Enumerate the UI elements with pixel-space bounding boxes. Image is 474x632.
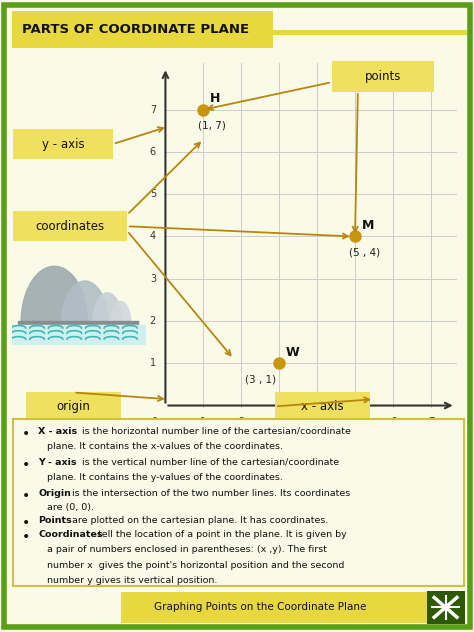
Text: 2: 2	[150, 316, 156, 326]
Text: W: W	[286, 346, 300, 358]
Text: number y gives its vertical position.: number y gives its vertical position.	[47, 576, 218, 585]
Text: X - axis: X - axis	[38, 427, 77, 435]
Text: tell the location of a point in the plane. It is given by: tell the location of a point in the plan…	[95, 530, 347, 539]
Text: is the vertical number line of the cartesian/coordinate: is the vertical number line of the carte…	[80, 458, 339, 466]
Text: points: points	[365, 70, 401, 83]
Text: M: M	[362, 219, 374, 232]
Text: 5: 5	[150, 189, 156, 199]
Text: 7: 7	[428, 417, 434, 427]
Text: •: •	[21, 489, 30, 502]
Text: origin: origin	[56, 400, 91, 413]
Text: 1: 1	[201, 417, 206, 427]
Text: 2: 2	[238, 417, 245, 427]
Text: (3 , 1): (3 , 1)	[245, 374, 276, 384]
Text: coordinates: coordinates	[36, 220, 105, 233]
Text: Origin: Origin	[38, 489, 71, 497]
Text: plane. It contains the x-values of the coordinates.: plane. It contains the x-values of the c…	[47, 442, 283, 451]
Polygon shape	[93, 293, 122, 322]
Text: 4: 4	[150, 231, 156, 241]
Text: 5: 5	[352, 417, 358, 427]
Text: Y - axis: Y - axis	[38, 458, 76, 466]
Text: 6: 6	[150, 147, 156, 157]
Text: 0: 0	[151, 417, 157, 427]
Polygon shape	[62, 281, 108, 322]
Text: •: •	[21, 458, 30, 471]
Text: 1: 1	[150, 358, 156, 368]
Text: x - axis: x - axis	[301, 400, 344, 413]
Text: Points: Points	[38, 516, 72, 525]
Text: (1, 7): (1, 7)	[198, 121, 226, 131]
Polygon shape	[111, 301, 131, 322]
Text: 7: 7	[150, 105, 156, 114]
Text: H: H	[210, 92, 220, 105]
Text: a pair of numbers enclosed in parentheses: (x ,y). The first: a pair of numbers enclosed in parenthese…	[47, 545, 327, 554]
Text: number x  gives the point's horizontal position and the second: number x gives the point's horizontal po…	[47, 561, 345, 569]
Text: Graphing Points on the Coordinate Plane: Graphing Points on the Coordinate Plane	[155, 602, 367, 612]
Text: 3: 3	[276, 417, 282, 427]
Polygon shape	[21, 266, 88, 322]
Text: y - axis: y - axis	[42, 138, 84, 150]
Text: (5 , 4): (5 , 4)	[349, 248, 381, 257]
Text: 4: 4	[314, 417, 320, 427]
Text: plane. It contains the y-values of the coordinates.: plane. It contains the y-values of the c…	[47, 473, 283, 482]
Text: is the intersection of the two number lines. Its coordinates: is the intersection of the two number li…	[69, 489, 350, 497]
Text: •: •	[21, 516, 30, 530]
Text: are plotted on the cartesian plane. It has coordinates.: are plotted on the cartesian plane. It h…	[69, 516, 328, 525]
Text: 3: 3	[150, 274, 156, 284]
Text: •: •	[21, 427, 30, 441]
Text: is the horizontal number line of the cartesian/coordinate: is the horizontal number line of the car…	[80, 427, 351, 435]
Text: are (0, 0).: are (0, 0).	[47, 503, 94, 512]
Text: 6: 6	[390, 417, 396, 427]
Text: •: •	[21, 530, 30, 544]
Text: Coordinates: Coordinates	[38, 530, 102, 539]
Text: PARTS OF COORDINATE PLANE: PARTS OF COORDINATE PLANE	[22, 23, 249, 36]
